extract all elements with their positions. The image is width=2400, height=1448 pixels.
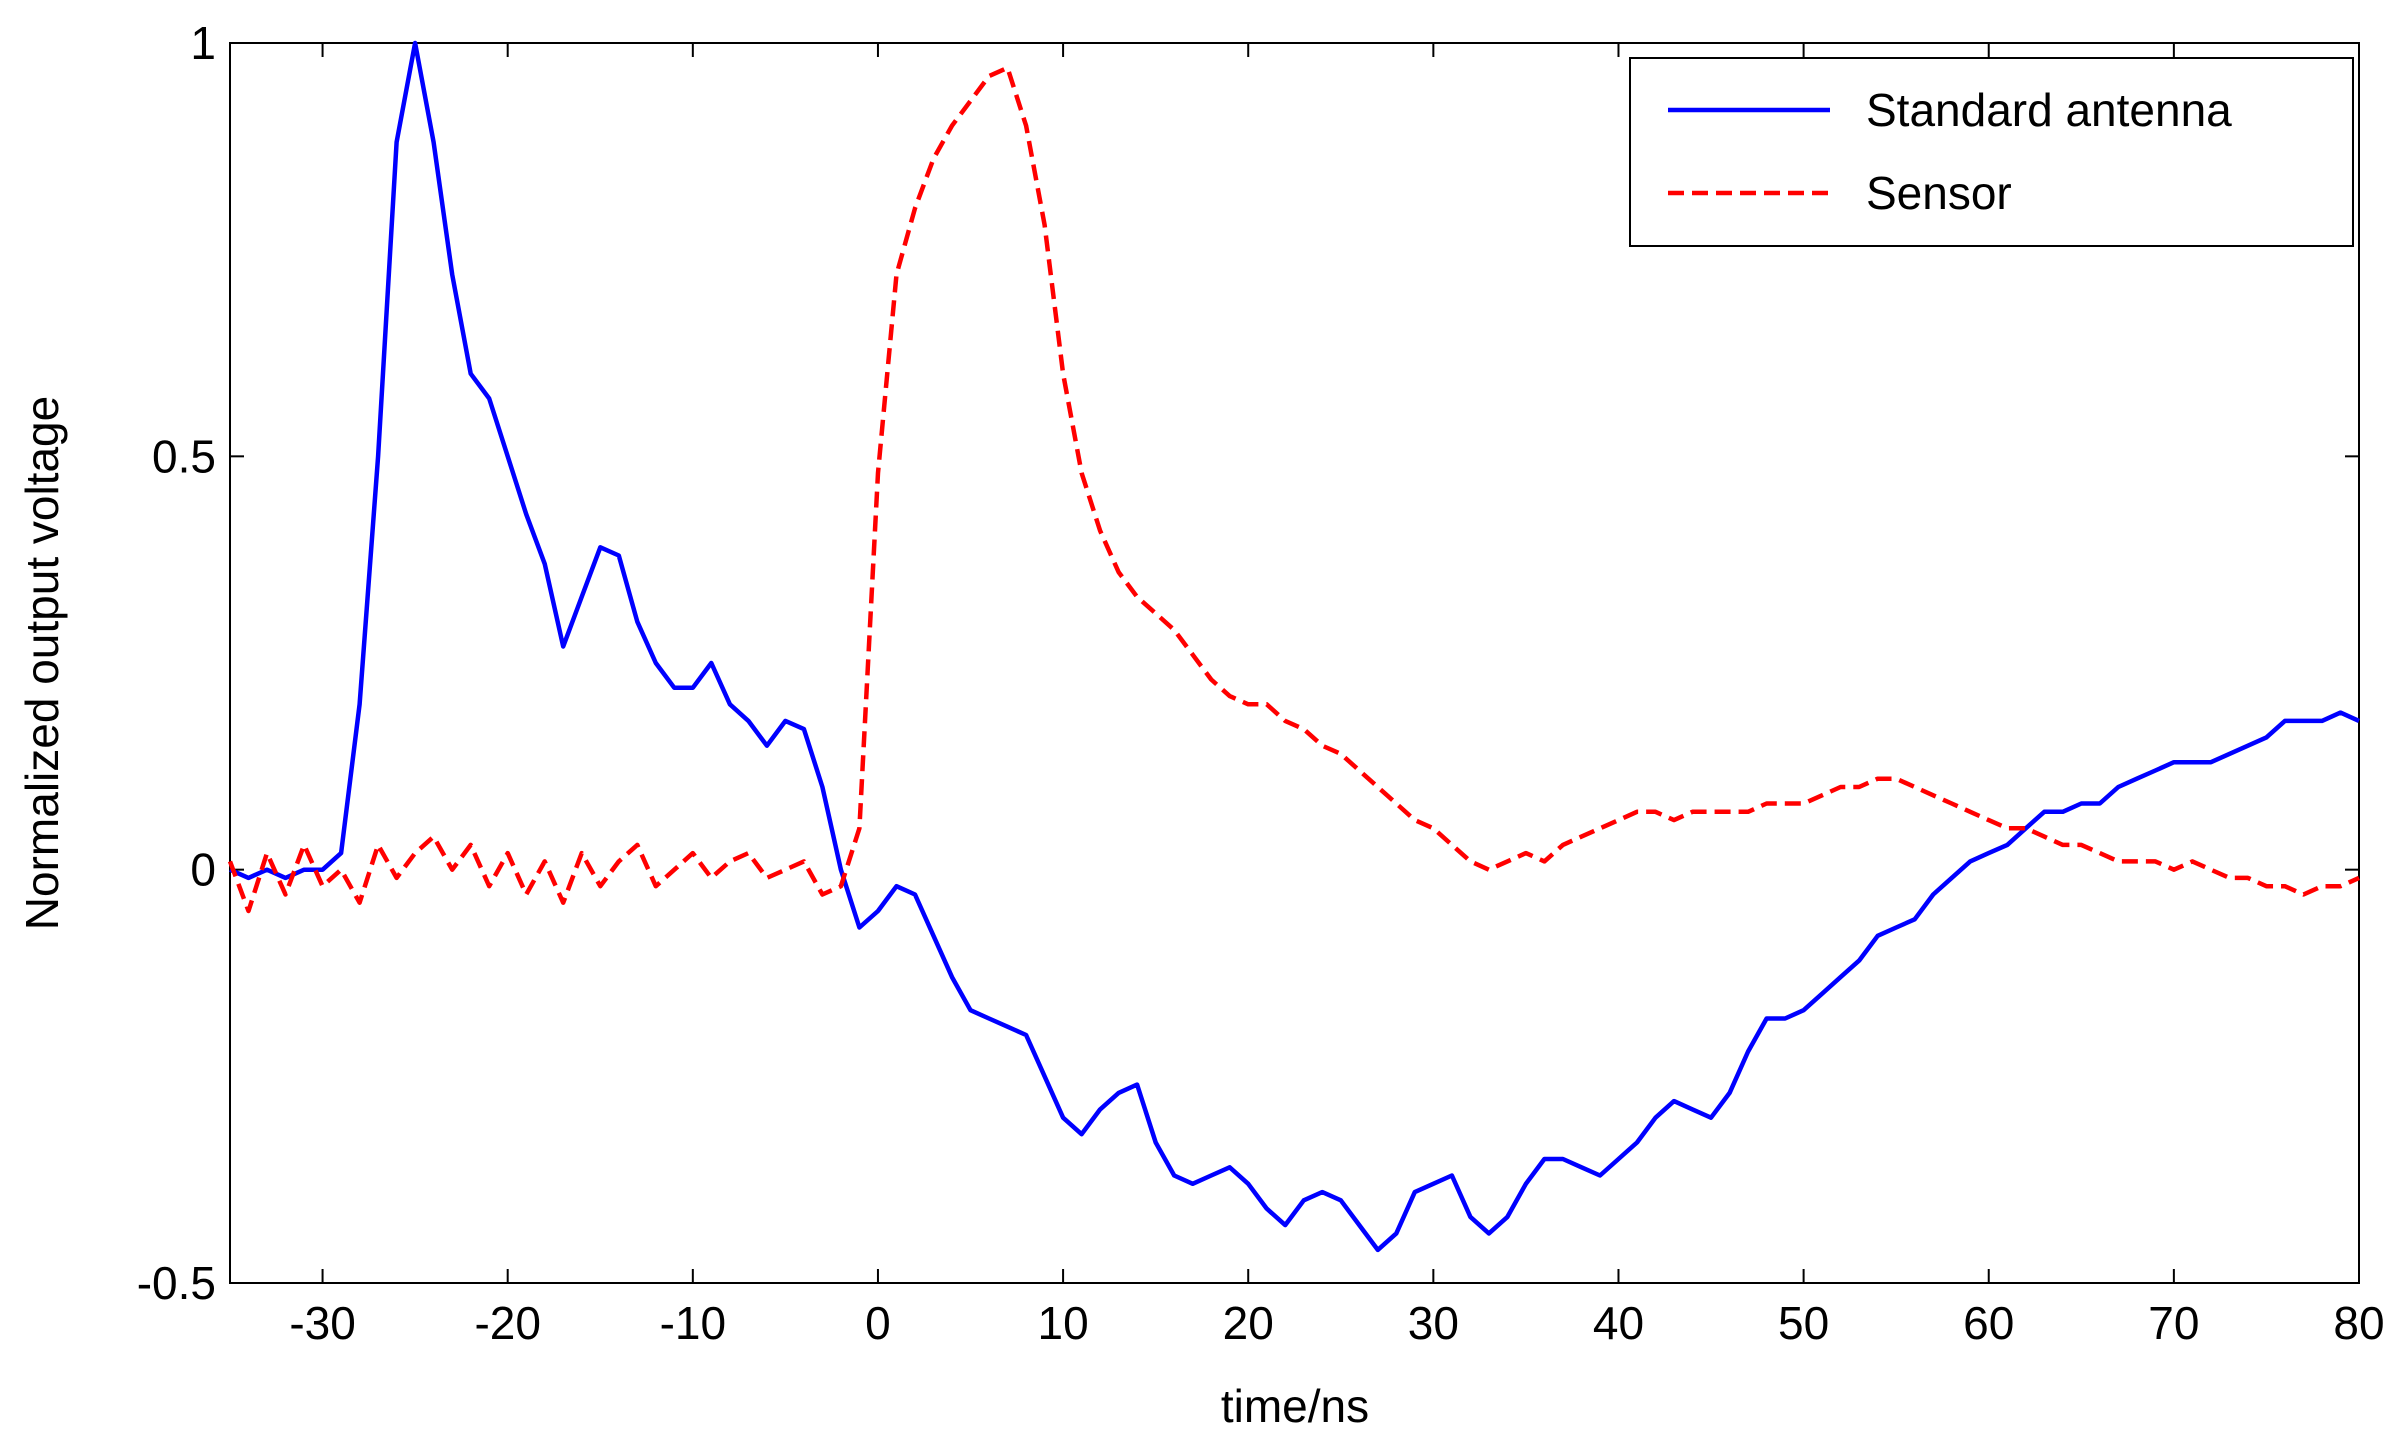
x-tick-label: 60	[1963, 1297, 2014, 1349]
x-tick-label: 70	[2148, 1297, 2199, 1349]
x-tick-label: 50	[1778, 1297, 1829, 1349]
y-tick-label: -0.5	[137, 1257, 216, 1309]
legend-label: Standard antenna	[1866, 84, 2232, 136]
plot-frame	[229, 42, 2360, 1284]
y-tick-label: 0	[190, 844, 216, 896]
y-tick-label: 0.5	[152, 430, 216, 482]
y-axis-label: Normalized output voltage	[16, 396, 68, 930]
x-tick-label: 10	[1038, 1297, 1089, 1349]
series-line	[229, 40, 2360, 1253]
legend: Standard antenna Sensor	[1629, 57, 2354, 247]
x-axis-label: time/ns	[1221, 1380, 1369, 1432]
x-tick-label: -10	[660, 1297, 726, 1349]
x-tick-label: 40	[1593, 1297, 1644, 1349]
x-tick-label: 0	[865, 1297, 891, 1349]
x-tick-label: 30	[1408, 1297, 1459, 1349]
y-tick-label: 1	[190, 17, 216, 69]
legend-box	[1629, 57, 2354, 247]
legend-label: Sensor	[1866, 167, 2012, 219]
x-tick-label: 80	[2333, 1297, 2384, 1349]
x-tick-label: -20	[474, 1297, 540, 1349]
series-line	[227, 65, 2360, 914]
x-tick-label: -30	[289, 1297, 355, 1349]
x-tick-label: 20	[1223, 1297, 1274, 1349]
